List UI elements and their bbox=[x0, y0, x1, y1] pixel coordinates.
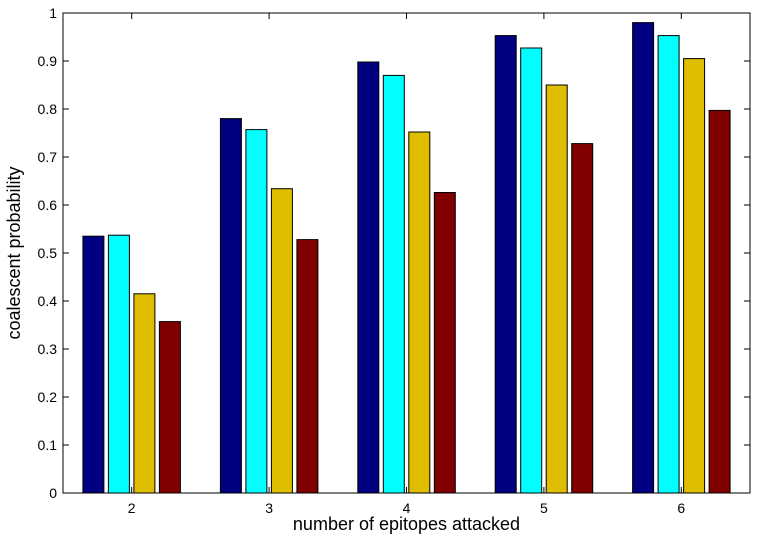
x-axis-label: number of epitopes attacked bbox=[293, 514, 520, 534]
bar-6-series-1 bbox=[632, 22, 655, 494]
y-axis-label: coalescent probability bbox=[4, 166, 24, 339]
y-tick-label: 0.8 bbox=[38, 101, 58, 117]
bar-3-series-4 bbox=[296, 239, 319, 494]
x-tick-label: 3 bbox=[265, 500, 273, 516]
y-tick-label: 0.2 bbox=[38, 389, 58, 405]
plot-frame bbox=[62, 12, 751, 494]
x-axis-ticks: 2 3 4 5 6 bbox=[128, 13, 685, 516]
bar-5-series-2 bbox=[520, 47, 543, 494]
bar-4-series-3 bbox=[408, 131, 431, 494]
x-tick-label: 2 bbox=[128, 500, 136, 516]
bar-5-series-3 bbox=[545, 84, 568, 494]
x-tick-label: 5 bbox=[540, 500, 548, 516]
bar-5-series-1 bbox=[494, 35, 517, 494]
bar-3-series-2 bbox=[245, 129, 268, 494]
y-tick-label: 1 bbox=[49, 5, 57, 21]
y-tick-label: 0.7 bbox=[38, 149, 58, 165]
bar-2-series-1 bbox=[82, 235, 105, 494]
bar-4-series-2 bbox=[382, 74, 405, 494]
y-tick-label: 0 bbox=[49, 485, 57, 501]
bar-4-series-1 bbox=[357, 61, 380, 494]
x-tick-label: 6 bbox=[677, 500, 685, 516]
y-tick-label: 0.9 bbox=[38, 53, 58, 69]
bar-6-series-3 bbox=[683, 58, 706, 494]
y-tick-label: 0.5 bbox=[38, 245, 58, 261]
bar-3-series-3 bbox=[270, 188, 293, 494]
y-axis-ticks: 0 0.1 0.2 0.3 0.4 0.5 0.6 0.7 0.8 0.9 1 bbox=[38, 5, 750, 501]
bar-3-series-1 bbox=[219, 118, 242, 494]
bar-6-series-2 bbox=[657, 35, 680, 494]
bar-6-series-4 bbox=[708, 109, 731, 494]
bars-group bbox=[82, 22, 731, 494]
bar-5-series-4 bbox=[571, 143, 594, 494]
y-tick-label: 0.3 bbox=[38, 341, 58, 357]
x-tick-label: 4 bbox=[403, 500, 411, 516]
bar-2-series-2 bbox=[107, 234, 130, 494]
bar-2-series-3 bbox=[133, 293, 156, 494]
bar-2-series-4 bbox=[158, 321, 181, 494]
y-tick-label: 0.6 bbox=[38, 197, 58, 213]
y-tick-label: 0.1 bbox=[38, 437, 58, 453]
y-tick-label: 0.4 bbox=[38, 293, 58, 309]
bar-4-series-4 bbox=[433, 192, 456, 494]
